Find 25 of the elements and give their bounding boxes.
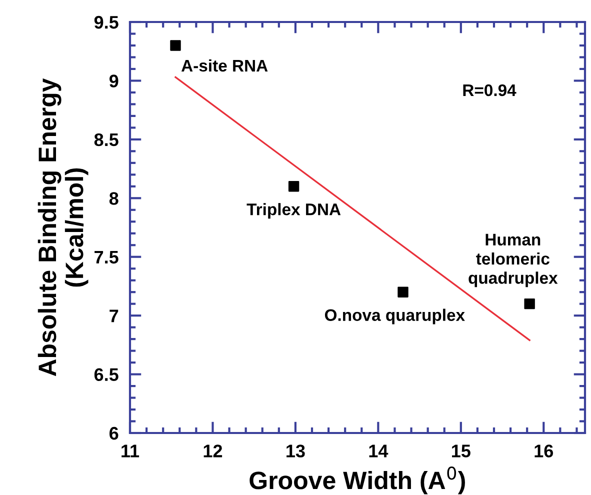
y-tick-label: 8.5 <box>94 133 118 146</box>
y-tick-label: 9 <box>109 74 118 88</box>
x-tick-label: 11 <box>122 444 140 458</box>
annotation: Human telomeric quadruplex <box>468 234 558 288</box>
y-tick-label: 7.5 <box>94 250 118 264</box>
point <box>288 181 300 192</box>
y-tick-label: 6.5 <box>94 368 118 382</box>
x-axis-title: Groove Width (A$^{0}$) <box>250 466 465 494</box>
annotation: R=0.94 <box>463 84 516 96</box>
y-tick-label: 7 <box>110 310 118 322</box>
point <box>170 40 181 51</box>
x-tick-label: 13 <box>286 444 305 458</box>
y-tick-label: 6 <box>110 426 118 440</box>
x-tick-label: 15 <box>452 444 470 458</box>
y-axis-title: Absolute Binding Energy (Kcal/mol) <box>38 78 88 376</box>
annotation: O.nova quaruplex <box>324 308 465 324</box>
x-tick-label: 16 <box>534 444 554 458</box>
point <box>398 286 408 298</box>
annotation: A-site RNA <box>181 59 268 72</box>
y-tick-label: 8 <box>109 192 118 205</box>
point <box>524 298 535 310</box>
y-tick-label: 9.5 <box>94 16 118 29</box>
annotation: Triplex DNA <box>246 203 341 219</box>
x-tick-label: 14 <box>369 444 388 458</box>
x-tick-label: 12 <box>204 444 222 458</box>
